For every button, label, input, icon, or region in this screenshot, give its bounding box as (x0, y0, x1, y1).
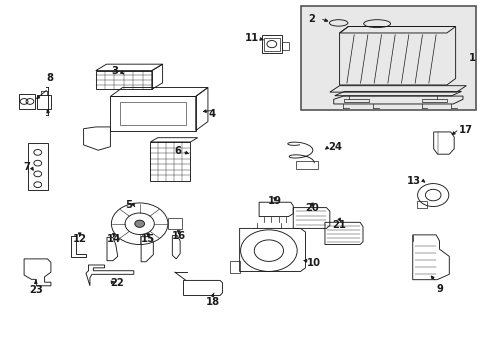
Text: 6: 6 (174, 146, 181, 156)
Text: 10: 10 (306, 258, 320, 268)
Bar (296, 161, 318, 169)
Text: 20: 20 (305, 203, 318, 213)
Bar (282, 42, 289, 50)
Text: 11: 11 (244, 33, 259, 43)
Text: 8: 8 (46, 73, 53, 83)
Text: 4: 4 (208, 109, 215, 119)
Bar (416, 201, 426, 208)
Bar (120, 102, 185, 125)
Bar (110, 96, 195, 131)
Text: 19: 19 (268, 196, 282, 206)
Text: 22: 22 (110, 278, 124, 288)
Text: 5: 5 (125, 200, 132, 210)
Text: 21: 21 (332, 220, 346, 230)
Text: 7: 7 (23, 162, 30, 172)
Bar (19, 94, 35, 109)
Text: 13: 13 (406, 176, 420, 186)
Text: 14: 14 (106, 234, 121, 244)
Bar (261, 35, 282, 53)
Bar (150, 142, 190, 181)
Bar (167, 219, 181, 229)
Bar (27, 143, 48, 190)
Circle shape (135, 220, 144, 227)
Bar (37, 95, 51, 109)
Text: 24: 24 (328, 142, 342, 152)
Text: 3: 3 (111, 66, 118, 76)
Text: 1: 1 (468, 53, 475, 63)
Text: 23: 23 (29, 285, 42, 295)
Text: 17: 17 (458, 125, 472, 135)
Bar (300, 6, 475, 110)
Text: 15: 15 (141, 234, 155, 244)
Text: 9: 9 (435, 284, 442, 294)
Text: 2: 2 (308, 14, 315, 24)
Text: 12: 12 (73, 234, 86, 244)
Text: 18: 18 (205, 297, 220, 307)
Bar (96, 71, 152, 89)
Text: 16: 16 (171, 231, 185, 241)
Bar (264, 38, 279, 50)
